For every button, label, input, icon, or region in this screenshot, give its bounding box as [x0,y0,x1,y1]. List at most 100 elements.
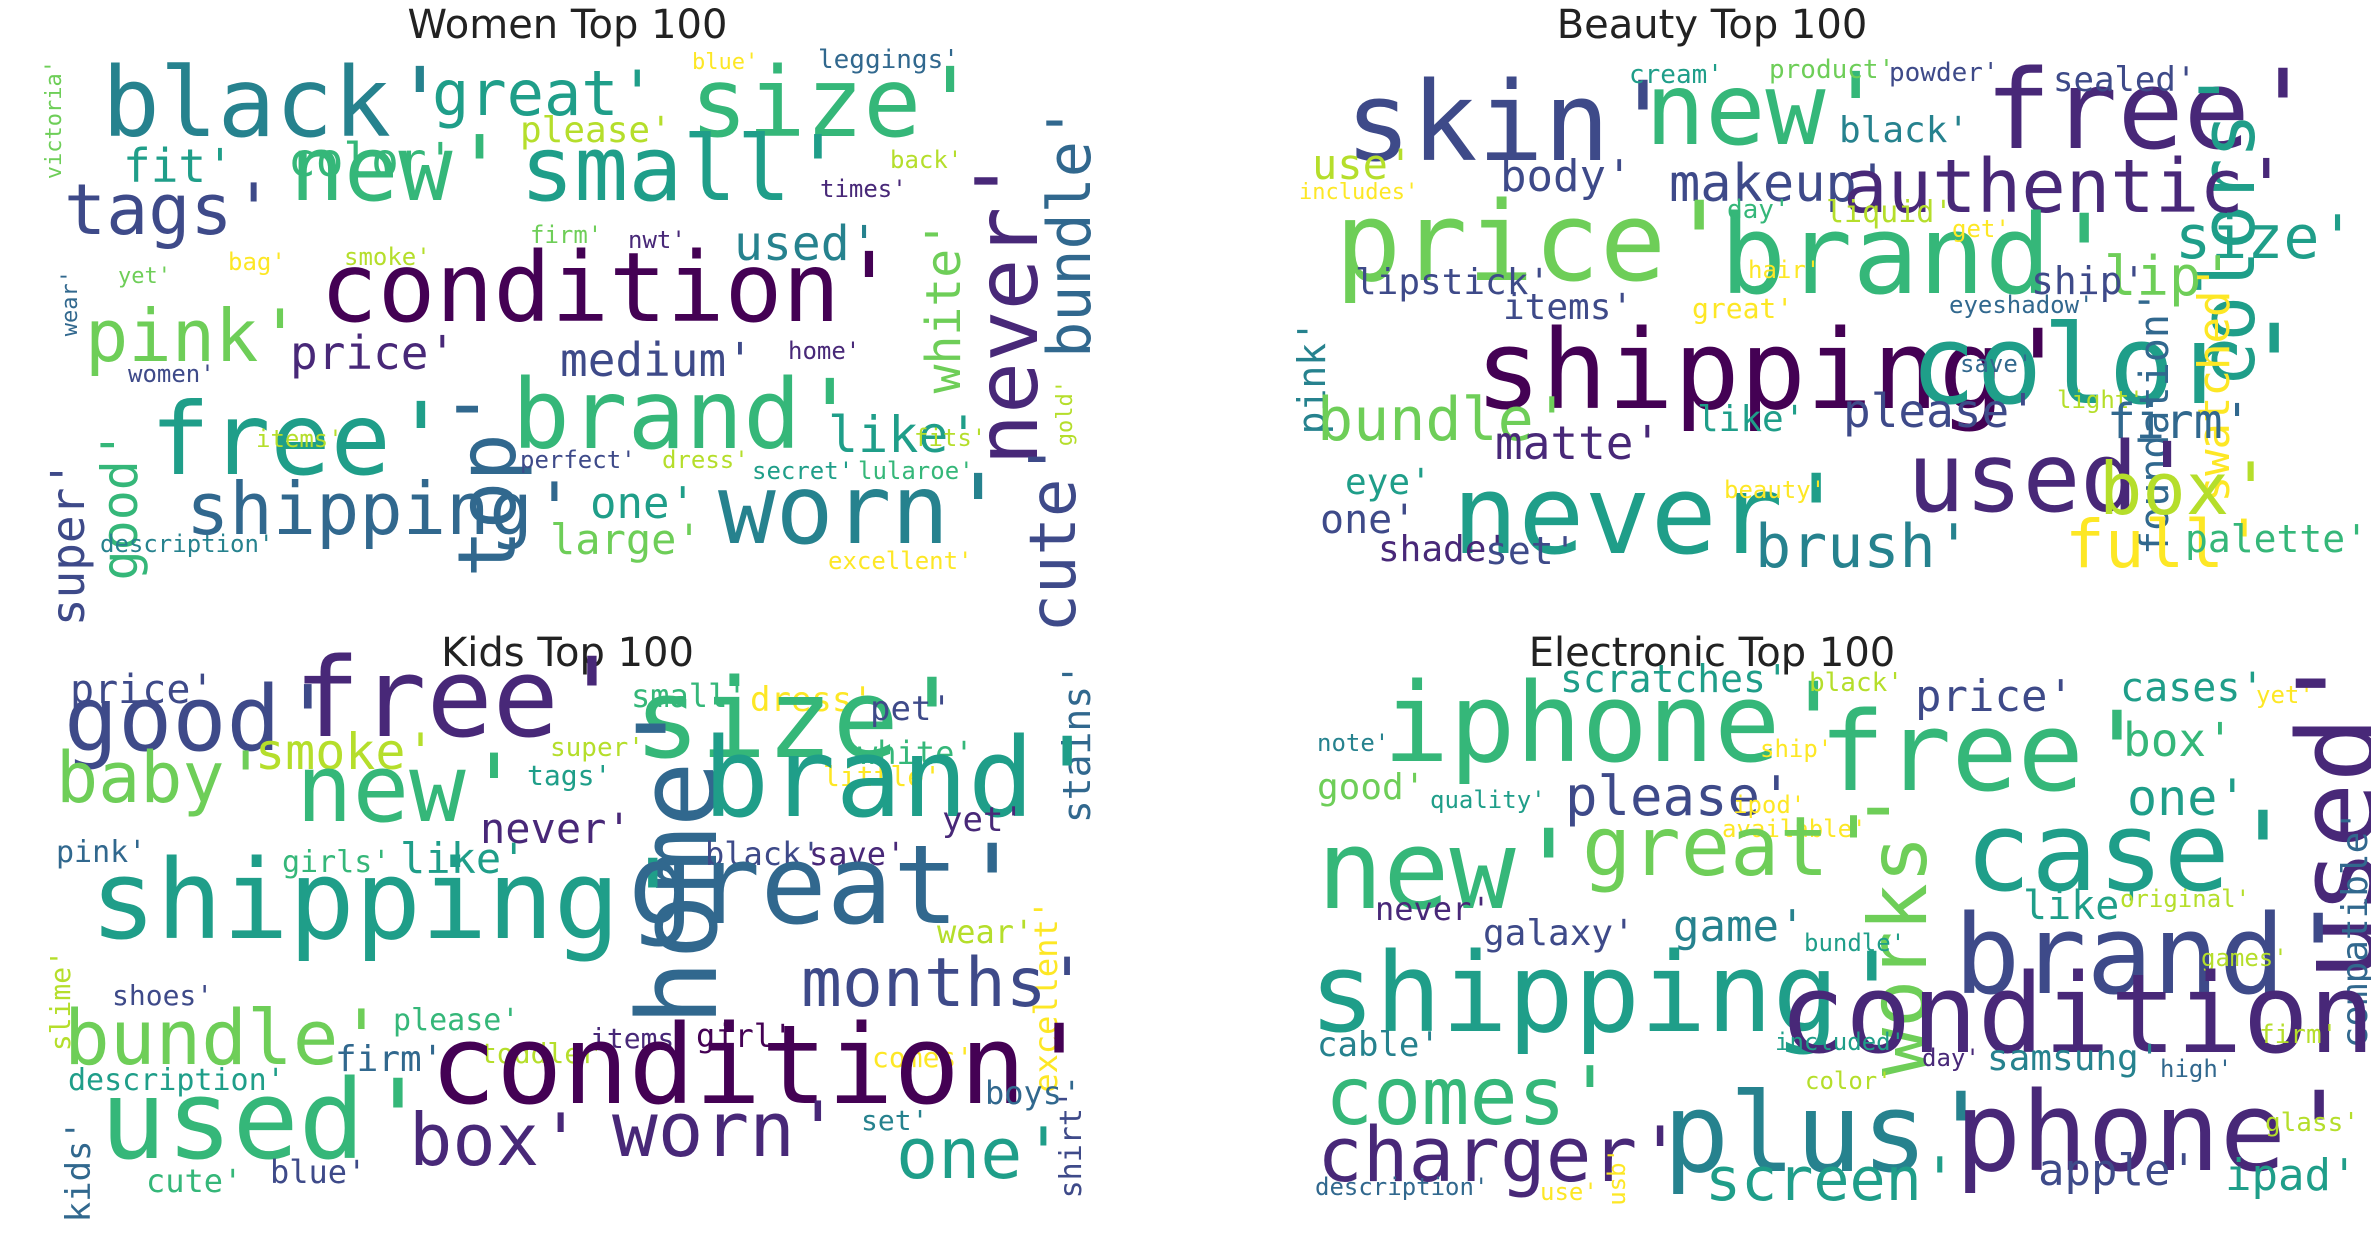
cloud-word: like' [2023,883,2144,929]
cloud-word: kids' [59,1120,99,1223]
cloud-word: free' [150,381,452,498]
cloud-word: super' [41,460,95,627]
cloud-word: color' [1910,301,2308,429]
cloud-word: plus' [1663,1069,1995,1197]
cloud-word: like' [828,406,979,464]
cloud-word: never' [1375,890,1491,928]
cloud-word: nwt' [628,226,686,254]
cloud-word: usb' [1603,1148,1631,1206]
cloud-word: little' [823,760,942,793]
cloud-word: original' [2120,885,2251,913]
cloud-word: description' [68,1063,285,1098]
cloud-word: pet' [870,689,952,729]
cloud-word: fit' [123,139,234,193]
cloud-word: matte' [1495,416,1662,470]
cloud-word: new' [1645,51,1886,168]
cloud-word: hair' [1748,256,1821,284]
cloud-word: price' [70,667,215,713]
cloud-word: new' [296,735,523,844]
cloud-word: tags' [64,169,275,251]
cloud-word: black' [1809,668,1903,698]
cloud-word: includes' [1299,180,1419,205]
wordcloud-panel-women: Women Top 100 black' size' great' new' small… [0,0,1185,633]
cloud-word: cute' [1017,440,1091,633]
cloud-word: fits' [914,424,987,452]
cloud-word: price' [1915,671,2074,722]
cloud-word: times' [820,175,907,203]
cloud-word: firm' [2259,1020,2338,1050]
cloud-word: lip' [2104,245,2235,308]
cloud-word: yet' [118,264,171,289]
cloud-word: small' [631,677,747,715]
cloud-word: pink' [85,294,302,378]
cloud-word: size' [690,47,979,159]
cloud-word: black' [705,835,821,873]
word-cloud: black' size' great' new' small' tags' fit' colo… [0,0,1185,633]
cloud-word: note' [1317,729,1390,757]
cloud-word: condition' [320,232,898,344]
cloud-word: ship' [2031,259,2146,303]
cloud-word: excellent' [828,547,973,575]
cloud-word: games' [2201,944,2288,972]
cloud-word: blue' [692,50,759,75]
cloud-word: day' [1922,1044,1980,1072]
cloud-word: super' [550,733,644,763]
cloud-word: full' [2065,506,2264,583]
cloud-word: yet' [942,800,1024,840]
cloud-word: please' [1565,765,1793,828]
cloud-word: set' [1485,529,1577,573]
cloud-word: light' [2057,386,2144,414]
cloud-word: makeup' [1669,154,1889,214]
cloud-word: small' [520,117,846,222]
cloud-word: scratches' [1560,657,1789,701]
cloud-word: bag' [228,248,286,276]
cloud-word: girls' [282,845,391,880]
cloud-word: shipping' [90,836,687,964]
cloud-word: firm' [335,1039,444,1080]
cloud-word: boys' [985,1074,1082,1112]
cloud-word: get' [1952,215,2010,243]
cloud-word: lularoe' [858,457,974,485]
cloud-word: free' [1985,46,2317,174]
cloud-word: black' [102,47,449,159]
cloud-word: new' [290,117,507,222]
cloud-word: smoke' [344,243,431,271]
cloud-word: firm' [2107,394,2252,450]
cloud-word: gold' [1053,380,1078,447]
cloud-word: great' [1582,800,1879,895]
cloud-word: condition' [1779,950,2371,1078]
cloud-word: please' [520,110,672,151]
panel-title: Kids Top 100 [441,630,694,676]
cloud-word: please' [393,1003,520,1038]
cloud-word: good' [1317,767,1426,808]
cloud-word: back' [890,146,963,174]
cloud-word: girl' [696,1017,793,1055]
cloud-word: like' [400,834,527,883]
cloud-word: great' [1692,292,1794,325]
cloud-word: medium' [560,333,754,387]
cloud-word: ipod' [1733,791,1806,819]
cloud-word: phone' [1955,1068,2353,1196]
cloud-word: blue' [270,1153,367,1191]
cloud-word: firm' [530,221,603,249]
cloud-word: victoria' [42,60,67,180]
cloud-word: description' [1315,1173,1489,1201]
cloud-word: game' [1673,901,1806,952]
word-cloud: skin' new' free' cream' product' powder' seale… [1185,0,2371,620]
cloud-word: wear' [937,913,1034,951]
cloud-word: glass' [2265,1108,2359,1138]
cloud-word: skin' [1345,58,1677,186]
cloud-word: sealed' [2053,60,2197,100]
cloud-word: apple' [2038,1145,2197,1196]
cloud-word: large' [550,515,702,564]
cloud-word: day' [1727,195,1790,225]
cloud-word: used' [1907,422,2196,534]
cloud-word: galaxy' [1483,913,1635,954]
cloud-word: worn' [612,1085,841,1174]
cloud-word: free' [1819,688,2151,816]
cloud-word: used' [100,1056,432,1184]
cloud-word: cream' [1629,60,1723,90]
cloud-word: ship' [1760,735,1833,763]
cloud-word: lipstick' [1355,262,1551,303]
cloud-word: white' [916,220,972,394]
